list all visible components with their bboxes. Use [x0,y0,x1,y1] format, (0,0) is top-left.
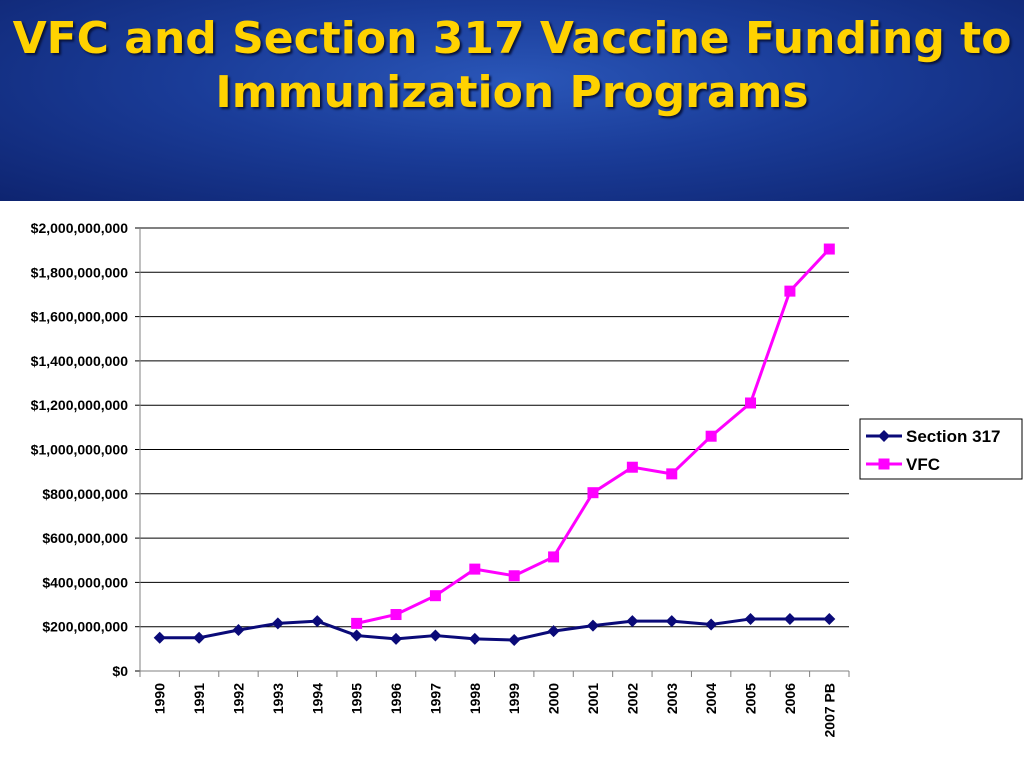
legend-entry: VFC [866,455,940,474]
data-point [744,612,757,625]
legend-label: VFC [906,455,940,474]
data-point [193,631,206,644]
data-point [783,612,796,625]
x-tick-label: 2000 [546,683,562,714]
y-tick-label: $1,800,000,000 [31,264,129,280]
y-tick-label: $200,000,000 [42,619,128,635]
data-point [548,551,560,563]
x-tick-labels: 1990 1991 1992 1993 1994 1995 1996 1997 1998 1999… [152,683,838,738]
series [153,243,836,646]
data-point [390,632,403,645]
data-point [351,617,363,629]
y-tick-label: $1,000,000,000 [31,442,129,458]
x-tick-label: 1992 [230,683,246,714]
data-point [469,563,481,575]
x-tick-label: 1997 [427,683,443,714]
line-chart: $0 $200,000,000 $400,000,000 $600,000,000 $8… [31,220,1023,738]
y-tick-label: $1,600,000,000 [31,309,129,325]
data-point [271,617,284,630]
legend-marker [878,430,890,442]
data-point [745,397,757,409]
series-line [159,617,830,642]
legend: Section 317 VFC [859,418,1023,480]
data-point [784,285,796,297]
data-point [547,625,560,638]
data-point [311,615,324,628]
data-point [153,631,166,644]
data-point [587,487,599,499]
data-point [429,590,441,602]
y-tick-label: $600,000,000 [42,530,128,546]
x-tick-label: 1998 [467,683,483,714]
x-tick-label: 2002 [624,683,640,714]
x-tick-label: 2005 [743,683,759,714]
data-point [626,461,638,473]
data-point [508,633,521,646]
legend-label: Section 317 [906,427,1001,446]
legend-marker [878,458,890,470]
data-point [508,570,520,582]
data-point [350,629,363,642]
y-tick-label: $1,200,000,000 [31,397,129,413]
x-tick-label: 1990 [152,683,168,714]
x-tick-label: 2007 PB [821,683,837,737]
y-tick-label: $2,000,000,000 [31,220,129,236]
y-tick-label: $1,400,000,000 [31,353,129,369]
data-point [390,609,402,621]
x-tick-label: 1994 [309,683,325,714]
grid-lines [140,227,849,628]
data-point [586,619,599,632]
series-line [356,248,831,625]
data-point [823,243,835,255]
series-vfc [351,243,835,629]
series-section-317 [153,612,836,646]
x-tick-label: 2004 [703,683,719,714]
data-point [665,615,678,628]
title-band: VFC and Section 317 Vaccine Funding to I… [0,0,1024,201]
data-point [626,615,639,628]
x-tick-label: 1993 [270,683,286,714]
y-tick-label: $400,000,000 [42,574,128,590]
y-tick-labels: $0 $200,000,000 $400,000,000 $600,000,000 $8… [31,220,129,679]
x-tick-label: 2001 [585,683,601,714]
y-tick-label: $0 [112,663,128,679]
x-tick-label: 1995 [349,683,365,714]
x-tick-label: 2003 [664,683,680,714]
data-point [429,629,442,642]
data-point [705,430,717,442]
x-tick-label: 2006 [782,683,798,714]
x-tick-label: 1991 [191,683,207,714]
data-point [666,468,678,480]
axes [135,227,850,677]
data-point [823,612,836,625]
slide-title: VFC and Section 317 Vaccine Funding to I… [12,13,1012,118]
data-point [468,632,481,645]
data-point [705,618,718,631]
x-tick-label: 1996 [388,683,404,714]
legend-entry: Section 317 [866,427,1001,446]
data-point [232,624,245,637]
x-tick-label: 1999 [506,683,522,714]
y-tick-label: $800,000,000 [42,486,128,502]
